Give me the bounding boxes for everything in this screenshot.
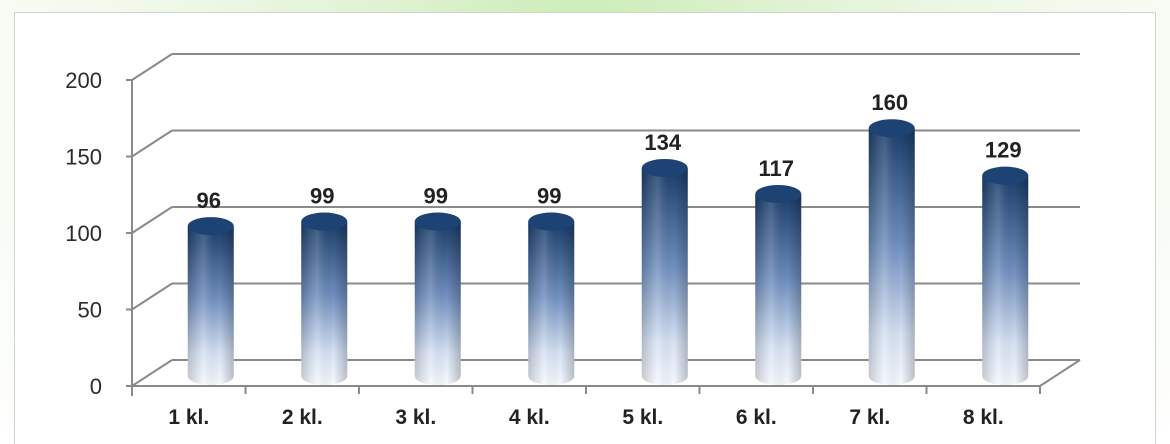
x-tick-label: 6 kl. (736, 406, 777, 429)
bar-top (301, 212, 348, 231)
data-label: 160 (871, 90, 908, 115)
bar-shading (301, 221, 348, 385)
bar-top (528, 212, 575, 231)
y-tick-label: 50 (78, 298, 102, 323)
x-tick-label: 7 kl. (849, 406, 890, 429)
x-tick-label: 1 kl. (168, 406, 209, 429)
bar-shading (528, 221, 575, 385)
data-label: 99 (424, 184, 448, 209)
bar-top (641, 158, 688, 177)
floor-right-edge (1039, 359, 1081, 387)
bar-shading (868, 128, 915, 385)
bar-shading (755, 193, 802, 385)
bar (414, 212, 461, 385)
gridline-diagonal (131, 359, 173, 387)
x-tick-label: 3 kl. (395, 406, 436, 429)
data-label: 117 (759, 156, 795, 181)
bar (982, 166, 1029, 385)
x-tick-label: 4 kl. (509, 406, 550, 429)
y-tick-label: 100 (65, 221, 102, 246)
data-label: 99 (310, 184, 334, 209)
bar (528, 212, 575, 385)
bar (301, 212, 348, 385)
bar-top (414, 212, 461, 231)
x-tick-label: 8 kl. (963, 406, 1004, 429)
labels: 0 50 100 150 200 96 1 kl. 99 2 kl. 99 3 kl. 99 4 kl.… (65, 68, 1021, 429)
gridline-diagonal (131, 206, 173, 234)
data-label: 99 (537, 184, 561, 209)
gridlines (131, 53, 1080, 387)
data-label: 134 (644, 130, 681, 155)
axes (126, 79, 1081, 396)
bar-top (755, 184, 802, 203)
gridline-diagonal (131, 129, 173, 158)
bar (868, 119, 915, 385)
bar (755, 184, 802, 385)
y-tick-label: 0 (90, 374, 102, 399)
bar-top (187, 217, 234, 236)
gridline-diagonal (131, 282, 173, 311)
bars (187, 119, 1029, 385)
data-label: 96 (197, 188, 221, 213)
bar-top (982, 166, 1029, 185)
bar (641, 158, 688, 385)
bar-shading (641, 167, 688, 385)
x-tick-label: 5 kl. (622, 406, 663, 429)
data-label: 129 (985, 138, 1022, 163)
bar-top (868, 119, 915, 138)
gridline-diagonal (131, 53, 173, 81)
y-tick-label: 150 (65, 145, 102, 170)
bar (187, 217, 234, 385)
y-tick-label: 200 (65, 68, 102, 93)
x-tick-label: 2 kl. (282, 406, 323, 429)
bar-shading (982, 175, 1029, 385)
bar-shading (187, 226, 234, 385)
bar-shading (414, 221, 461, 385)
